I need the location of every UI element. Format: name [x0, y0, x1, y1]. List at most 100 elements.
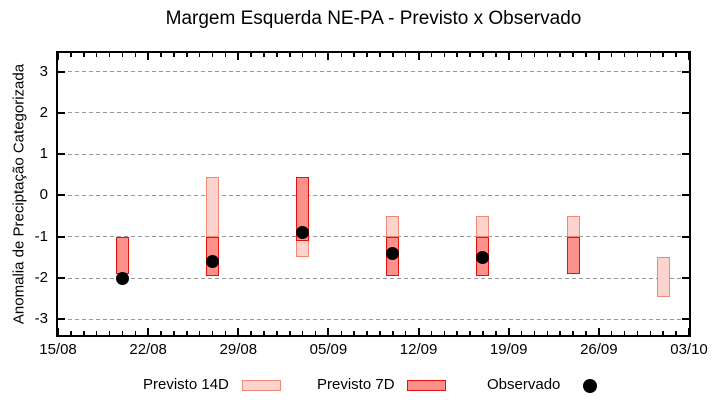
observado-dot [296, 226, 310, 240]
x-minor-tick [392, 53, 394, 57]
x-minor-tick [572, 331, 574, 335]
previsto-7d-bar [296, 176, 310, 241]
legend-previsto-14d-swatch [242, 380, 281, 391]
x-tick-label: 12/09 [399, 341, 438, 358]
x-minor-tick [662, 331, 664, 335]
x-minor-tick [121, 331, 124, 335]
x-minor-tick [250, 53, 252, 57]
x-minor-tick [430, 53, 433, 57]
x-minor-tick [533, 331, 536, 335]
x-minor-tick [469, 53, 471, 57]
x-major-tick [688, 328, 690, 335]
y-tick-label: -1 [34, 227, 48, 245]
x-minor-tick [70, 331, 72, 335]
y-tick-label: 2 [39, 103, 48, 121]
x-minor-tick [95, 53, 98, 57]
x-minor-tick [134, 331, 136, 335]
x-minor-tick [675, 53, 677, 57]
previsto-7d-bar [566, 236, 580, 274]
previsto-14d-bar [386, 216, 400, 237]
x-minor-tick [289, 53, 291, 57]
x-major-tick [417, 53, 420, 60]
x-minor-tick [173, 53, 175, 57]
x-minor-tick [379, 53, 381, 57]
x-minor-tick [649, 331, 652, 335]
x-minor-tick [572, 53, 574, 57]
chart-title: Margem Esquerda NE-PA - Previsto x Obser… [165, 8, 582, 29]
gridline [61, 112, 686, 114]
x-minor-tick [83, 53, 85, 57]
x-minor-tick [366, 331, 368, 335]
gridline [61, 236, 686, 238]
x-minor-tick [160, 53, 162, 57]
x-minor-tick [353, 331, 355, 335]
previsto-14d-bar [206, 176, 220, 237]
y-tick [682, 318, 689, 321]
legend-previsto-7d-swatch [407, 380, 446, 391]
x-minor-tick [134, 53, 136, 57]
observado-dot [206, 255, 220, 268]
y-tick [682, 153, 689, 156]
x-minor-tick [533, 53, 536, 57]
x-minor-tick [366, 53, 368, 57]
x-minor-tick [186, 53, 188, 57]
x-minor-tick [636, 53, 639, 57]
x-minor-tick [198, 331, 201, 335]
x-minor-tick [83, 331, 85, 335]
x-minor-tick [263, 53, 265, 57]
x-minor-tick [456, 331, 458, 335]
x-minor-tick [276, 53, 278, 57]
x-minor-tick [108, 331, 111, 335]
x-major-tick [237, 53, 240, 60]
x-minor-tick [546, 331, 549, 335]
x-minor-tick [211, 53, 214, 57]
x-minor-tick [108, 53, 111, 57]
x-minor-tick [121, 53, 124, 57]
y-tick [58, 318, 65, 321]
observado-dot [115, 271, 129, 285]
x-major-tick [237, 328, 240, 335]
x-minor-tick [250, 331, 252, 335]
y-tick [58, 194, 65, 197]
x-tick-label: 29/08 [219, 341, 258, 358]
x-tick-label: 26/09 [580, 341, 618, 358]
x-minor-tick [289, 331, 291, 335]
x-tick-label: 05/09 [309, 341, 348, 358]
previsto-7d-bar [115, 236, 129, 274]
x-minor-tick [224, 331, 227, 335]
legend-observado-label: Observado [487, 376, 561, 393]
legend-previsto-7d-label: Previsto 7D [317, 376, 395, 393]
x-minor-tick [585, 331, 587, 335]
x-tick-label: 19/09 [489, 341, 528, 358]
y-tick [682, 111, 689, 114]
y-tick-label: 3 [39, 62, 48, 80]
x-major-tick [417, 328, 420, 335]
previsto-14d-bar [566, 216, 580, 237]
x-major-tick [327, 328, 330, 335]
gridline [61, 71, 686, 73]
observado-dot [386, 246, 400, 260]
x-major-tick [57, 328, 59, 335]
y-tick [58, 153, 65, 156]
x-minor-tick [443, 53, 446, 57]
x-minor-tick [70, 53, 72, 57]
x-minor-tick [314, 331, 317, 335]
x-minor-tick [610, 53, 613, 57]
x-minor-tick [520, 53, 523, 57]
x-minor-tick [623, 53, 626, 57]
gridline [61, 153, 686, 155]
previsto-14d-bar [656, 257, 670, 297]
y-tick [58, 70, 65, 73]
x-minor-tick [404, 53, 407, 57]
x-major-tick [57, 53, 59, 60]
observado-dot [476, 250, 490, 264]
x-minor-tick [649, 53, 652, 57]
x-minor-tick [224, 53, 227, 57]
x-minor-tick [546, 53, 549, 57]
x-minor-tick [662, 53, 664, 57]
x-minor-tick [211, 331, 214, 335]
x-minor-tick [495, 331, 497, 335]
x-minor-tick [276, 331, 278, 335]
x-minor-tick [675, 331, 677, 335]
y-tick [682, 70, 689, 73]
